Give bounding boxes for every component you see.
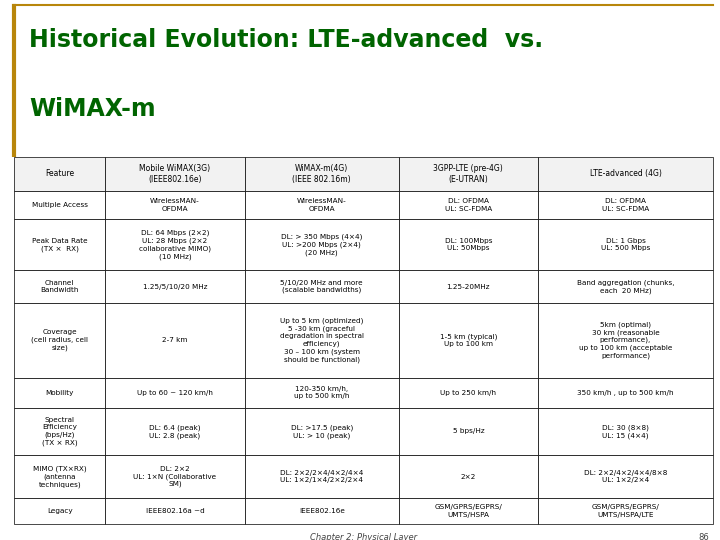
- Text: DL: > 350 Mbps (4×4)
UL: >200 Mbps (2×4)
(20 MHz): DL: > 350 Mbps (4×4) UL: >200 Mbps (2×4)…: [281, 234, 362, 255]
- Bar: [399, 219, 538, 271]
- Text: 2×2: 2×2: [461, 474, 476, 480]
- Bar: [538, 191, 713, 219]
- Text: 120-350 km/h,
up to 500 km/h: 120-350 km/h, up to 500 km/h: [294, 386, 349, 400]
- Bar: [105, 408, 245, 455]
- Bar: [105, 302, 245, 378]
- Text: Band aggregation (chunks,
each  20 MHz): Band aggregation (chunks, each 20 MHz): [577, 279, 674, 294]
- Bar: [14, 157, 105, 191]
- Bar: [14, 498, 105, 524]
- Bar: [538, 408, 713, 455]
- Bar: [399, 455, 538, 498]
- Bar: [399, 157, 538, 191]
- Bar: [105, 378, 245, 408]
- Bar: [105, 271, 245, 302]
- Text: 5km (optimal)
30 km (reasonable
performance),
up to 100 km (acceptable
performan: 5km (optimal) 30 km (reasonable performa…: [579, 321, 672, 359]
- Bar: [245, 271, 399, 302]
- Bar: [245, 157, 399, 191]
- Bar: [399, 498, 538, 524]
- Text: DL: >17.5 (peak)
UL: > 10 (peak): DL: >17.5 (peak) UL: > 10 (peak): [291, 424, 353, 438]
- Text: WirelessMAN-
OFDMA: WirelessMAN- OFDMA: [297, 198, 346, 212]
- Text: 1-5 km (typical)
Up to 100 km: 1-5 km (typical) Up to 100 km: [440, 333, 497, 347]
- Text: Historical Evolution: LTE-advanced  vs.: Historical Evolution: LTE-advanced vs.: [29, 28, 543, 52]
- Bar: [105, 455, 245, 498]
- Bar: [14, 219, 105, 271]
- Text: 350 km/h , up to 500 km/h: 350 km/h , up to 500 km/h: [577, 390, 674, 396]
- Text: 1.25-20MHz: 1.25-20MHz: [446, 284, 490, 289]
- Text: Multiple Access: Multiple Access: [32, 202, 88, 208]
- Text: LTE-advanced (4G): LTE-advanced (4G): [590, 169, 662, 178]
- Bar: [245, 498, 399, 524]
- Text: 5 bps/Hz: 5 bps/Hz: [453, 428, 484, 435]
- Text: DL: OFDMA
UL: SC-FDMA: DL: OFDMA UL: SC-FDMA: [602, 198, 649, 212]
- Text: Up to 250 km/h: Up to 250 km/h: [441, 390, 496, 396]
- Bar: [245, 302, 399, 378]
- Text: 86: 86: [698, 533, 709, 540]
- Text: GSM/GPRS/EGPRS/
UMTS/HSPA: GSM/GPRS/EGPRS/ UMTS/HSPA: [434, 504, 503, 517]
- Text: Channel
Bandwidth: Channel Bandwidth: [40, 280, 79, 293]
- Bar: [538, 271, 713, 302]
- Text: IEEE802.16a ~d: IEEE802.16a ~d: [145, 508, 204, 514]
- Text: DL: 100Mbps
UL: 50Mbps: DL: 100Mbps UL: 50Mbps: [445, 238, 492, 251]
- Text: DL: 2×2/4×2/4×4/8×8
UL: 1×2/2×4: DL: 2×2/4×2/4×4/8×8 UL: 1×2/2×4: [584, 470, 667, 483]
- Text: WiMAX-m(4G)
(IEEE 802.16m): WiMAX-m(4G) (IEEE 802.16m): [292, 164, 351, 184]
- Text: Up to 60 ~ 120 km/h: Up to 60 ~ 120 km/h: [137, 390, 213, 396]
- Text: WirelessMAN-
OFDMA: WirelessMAN- OFDMA: [150, 198, 200, 212]
- Text: Coverage
(cell radius, cell
size): Coverage (cell radius, cell size): [31, 329, 89, 351]
- Bar: [245, 219, 399, 271]
- Bar: [538, 378, 713, 408]
- Bar: [538, 302, 713, 378]
- Text: DL: 1 Gbps
UL: 500 Mbps: DL: 1 Gbps UL: 500 Mbps: [600, 238, 650, 251]
- Text: MIMO (TX×RX)
(antenna
techniques): MIMO (TX×RX) (antenna techniques): [33, 465, 86, 488]
- Bar: [399, 271, 538, 302]
- Text: Chapter 2: Physical Layer: Chapter 2: Physical Layer: [310, 533, 417, 540]
- Text: Mobile WiMAX(3G)
(IEEE802.16e): Mobile WiMAX(3G) (IEEE802.16e): [140, 164, 210, 184]
- Text: DL: 64 Mbps (2×2)
UL: 28 Mbps (2×2
collaborative MIMO)
(10 MHz): DL: 64 Mbps (2×2) UL: 28 Mbps (2×2 colla…: [139, 230, 211, 260]
- Text: 3GPP-LTE (pre-4G)
(E-UTRAN): 3GPP-LTE (pre-4G) (E-UTRAN): [433, 164, 503, 184]
- Bar: [14, 455, 105, 498]
- Bar: [538, 498, 713, 524]
- Text: DL: 2×2/2×4/4×2/4×4
UL: 1×2/1×4/2×2/2×4: DL: 2×2/2×4/4×2/4×4 UL: 1×2/1×4/2×2/2×4: [280, 470, 364, 483]
- Bar: [399, 378, 538, 408]
- Text: DL: 30 (8×8)
UL: 15 (4×4): DL: 30 (8×8) UL: 15 (4×4): [602, 424, 649, 438]
- Text: 2-7 km: 2-7 km: [162, 337, 188, 343]
- Bar: [105, 157, 245, 191]
- Bar: [105, 219, 245, 271]
- Bar: [245, 378, 399, 408]
- Bar: [14, 271, 105, 302]
- Text: DL: 6.4 (peak)
UL: 2.8 (peak): DL: 6.4 (peak) UL: 2.8 (peak): [149, 424, 201, 438]
- Text: DL: 2×2
UL: 1×N (Collaborative
SM): DL: 2×2 UL: 1×N (Collaborative SM): [133, 466, 217, 487]
- Text: Feature: Feature: [45, 169, 74, 178]
- Bar: [14, 378, 105, 408]
- Text: Legacy: Legacy: [47, 508, 73, 514]
- Bar: [245, 455, 399, 498]
- Text: 5/10/20 MHz and more
(scalable bandwidths): 5/10/20 MHz and more (scalable bandwidth…: [280, 280, 363, 293]
- Bar: [14, 302, 105, 378]
- Bar: [105, 498, 245, 524]
- Bar: [399, 191, 538, 219]
- Text: Spectral
Efficiency
(bps/Hz)
(TX × RX): Spectral Efficiency (bps/Hz) (TX × RX): [42, 417, 78, 446]
- Text: Peak Data Rate
(TX ×  RX): Peak Data Rate (TX × RX): [32, 238, 88, 252]
- Bar: [245, 408, 399, 455]
- Bar: [538, 219, 713, 271]
- Bar: [14, 408, 105, 455]
- Bar: [399, 302, 538, 378]
- Bar: [538, 157, 713, 191]
- Bar: [245, 191, 399, 219]
- Bar: [14, 191, 105, 219]
- Text: 1.25/5/10/20 MHz: 1.25/5/10/20 MHz: [143, 284, 207, 289]
- Text: Up to 5 km (optimized)
5 -30 km (graceful
degradation in spectral
efficiency)
30: Up to 5 km (optimized) 5 -30 km (gracefu…: [279, 318, 364, 362]
- Bar: [399, 408, 538, 455]
- Text: GSM/GPRS/EGPRS/
UMTS/HSPA/LTE: GSM/GPRS/EGPRS/ UMTS/HSPA/LTE: [592, 504, 660, 517]
- Text: WiMAX-m: WiMAX-m: [29, 97, 156, 121]
- Bar: [105, 191, 245, 219]
- Text: Mobility: Mobility: [45, 390, 74, 396]
- Text: DL: OFDMA
UL: SC-FDMA: DL: OFDMA UL: SC-FDMA: [445, 198, 492, 212]
- Text: IEEE802.16e: IEEE802.16e: [299, 508, 345, 514]
- Bar: [538, 455, 713, 498]
